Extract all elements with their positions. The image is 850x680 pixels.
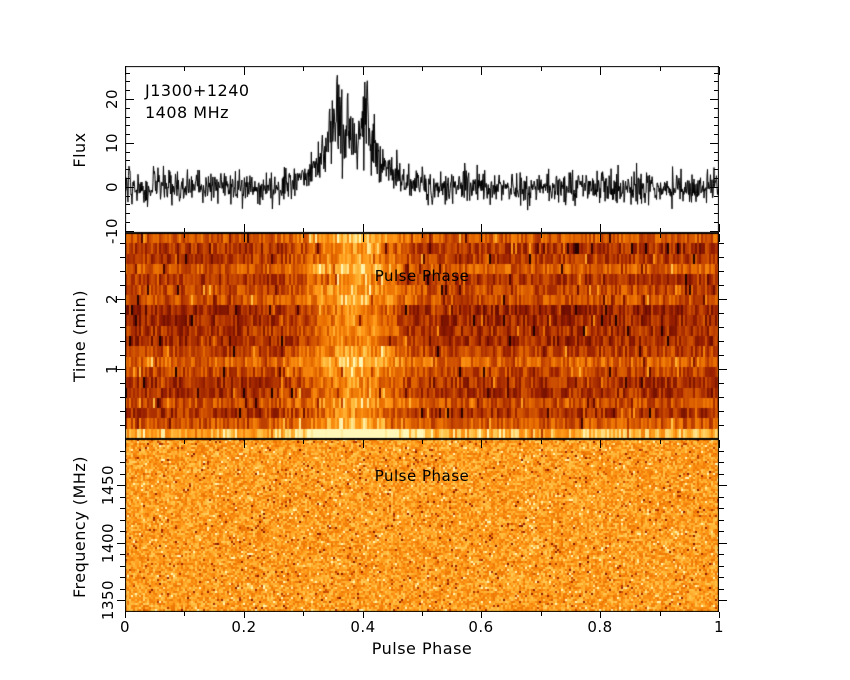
x-tick-label: 0.8 [587, 618, 613, 636]
axis-tick [244, 612, 245, 618]
frequency-tick-label: 1450 [98, 464, 117, 506]
time-tick-label: 1 [102, 363, 121, 375]
pulse-phase-axis-title: Pulse Phase [371, 639, 473, 658]
axis-tick [719, 485, 727, 486]
axis-tick [719, 67, 720, 75]
axis-tick [719, 369, 727, 370]
axis-tick [660, 612, 661, 616]
frequency-tick-label: 1400 [98, 522, 117, 564]
time-axis-title: Time (min) [70, 290, 90, 382]
axis-tick [719, 271, 724, 272]
axis-tick [117, 600, 125, 601]
axis-tick [719, 520, 724, 521]
axis-tick [422, 612, 423, 616]
axis-tick [541, 612, 542, 616]
axis-tick [719, 234, 720, 242]
x-tick-label: 0.2 [231, 618, 257, 636]
frequency-axis-title: Frequency (MHz) [70, 456, 90, 598]
axis-tick [719, 425, 724, 426]
axis-tick [719, 383, 724, 384]
axis-tick [719, 440, 720, 448]
axis-tick [719, 243, 724, 244]
axis-tick [719, 257, 724, 258]
axis-tick [303, 612, 304, 616]
axis-tick [600, 612, 601, 618]
axis-tick [719, 600, 727, 601]
axis-tick [117, 299, 125, 300]
axis-tick [719, 299, 727, 300]
axis-tick [719, 508, 724, 509]
flux-tick-label: -10 [102, 218, 121, 244]
axis-tick [719, 531, 724, 532]
freq-panel-pulse-phase-label: Pulse Phase [374, 467, 470, 485]
axis-tick [719, 577, 724, 578]
axis-tick [481, 612, 482, 618]
axis-tick [719, 341, 724, 342]
axis-tick [719, 612, 720, 618]
axis-tick [719, 474, 724, 475]
axis-tick [363, 612, 364, 618]
time-phase-heatmap [125, 233, 719, 439]
time-tick-label: 2 [102, 293, 121, 305]
axis-tick [117, 485, 125, 486]
axis-tick [719, 224, 720, 232]
axis-tick [719, 543, 727, 544]
axis-tick [117, 543, 125, 544]
axis-tick [719, 411, 724, 412]
flux-tick-label: 10 [102, 132, 121, 154]
axis-tick [719, 566, 724, 567]
axis-tick [719, 327, 724, 328]
frequency-phase-heatmap [125, 439, 719, 612]
flux-tick-label: 20 [102, 88, 121, 110]
frequency-tick-label: 1350 [98, 579, 117, 621]
source-name-label: J1300+1240 [145, 81, 250, 100]
x-tick-label: 0.4 [350, 618, 376, 636]
flux-tick-label: 0 [102, 181, 121, 193]
time-panel-pulse-phase-label: Pulse Phase [374, 267, 470, 285]
axis-tick [719, 497, 724, 498]
axis-tick [117, 369, 125, 370]
axis-tick [719, 451, 724, 452]
x-tick-label: 0 [119, 618, 131, 636]
axis-tick [719, 285, 724, 286]
observing-frequency-label: 1408 MHz [145, 103, 230, 122]
flux-axis-title: Flux [70, 132, 90, 168]
x-tick-label: 1 [713, 618, 725, 636]
axis-tick [719, 355, 724, 356]
axis-tick [719, 397, 724, 398]
x-tick-label: 0.6 [468, 618, 494, 636]
flux-profile-plot [125, 66, 719, 233]
axis-tick [719, 554, 724, 555]
axis-tick [719, 462, 724, 463]
axis-tick [719, 589, 724, 590]
axis-tick [125, 612, 126, 618]
axis-tick [719, 313, 724, 314]
axis-tick [184, 612, 185, 616]
